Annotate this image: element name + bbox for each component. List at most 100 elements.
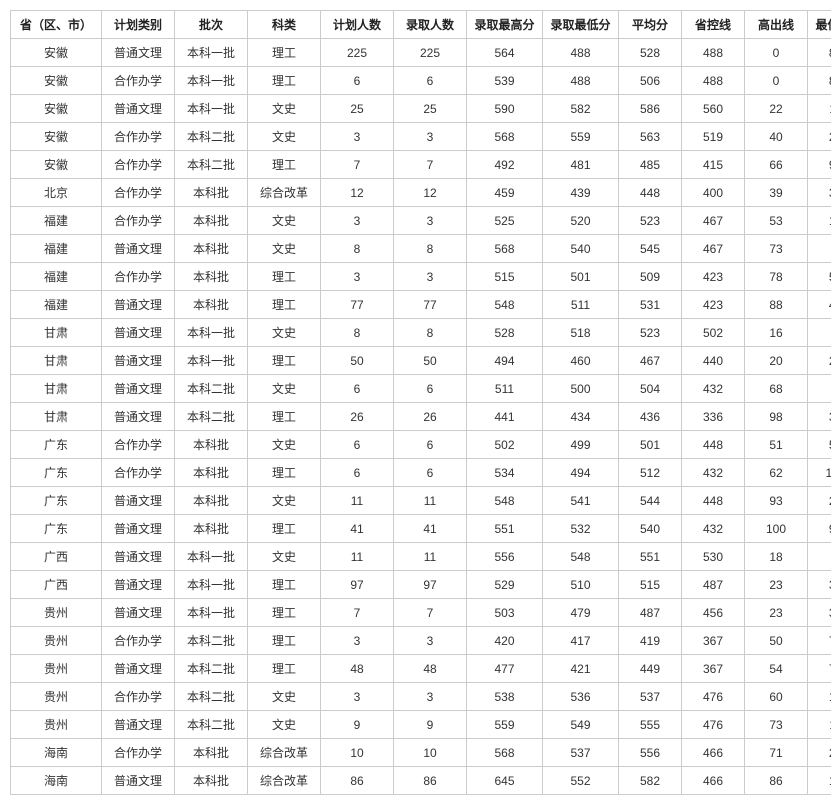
cell-r13-c9: 336	[682, 403, 745, 431]
cell-r19-c9: 487	[682, 571, 745, 599]
cell-r12-c3: 文史	[248, 375, 321, 403]
cell-r12-c9: 432	[682, 375, 745, 403]
cell-r6-c11: 13405	[808, 207, 831, 235]
cell-r4-c9: 415	[682, 151, 745, 179]
cell-r11-c1: 普通文理	[102, 347, 175, 375]
cell-r0-c6: 564	[467, 39, 543, 67]
cell-r20-c0: 贵州	[11, 599, 102, 627]
cell-r7-c8: 545	[619, 235, 682, 263]
cell-r18-c6: 556	[467, 543, 543, 571]
cell-r17-c2: 本科批	[175, 515, 248, 543]
cell-r8-c3: 理工	[248, 263, 321, 291]
cell-r14-c7: 499	[543, 431, 619, 459]
cell-r19-c5: 97	[394, 571, 467, 599]
cell-r10-c3: 文史	[248, 319, 321, 347]
cell-r10-c11: 5370	[808, 319, 831, 347]
col-header-7: 录取最低分	[543, 11, 619, 39]
table-row: 安徽合作办学本科一批理工66539488506488089923	[11, 67, 831, 95]
cell-r18-c0: 广西	[11, 543, 102, 571]
cell-r3-c3: 文史	[248, 123, 321, 151]
table-row: 广东合作办学本科批理工6653449451243262142863	[11, 459, 831, 487]
cell-r9-c3: 理工	[248, 291, 321, 319]
cell-r10-c2: 本科一批	[175, 319, 248, 347]
cell-r17-c11: 91753	[808, 515, 831, 543]
table-row: 北京合作办学本科批综合改革12124594394484003932877	[11, 179, 831, 207]
cell-r10-c5: 8	[394, 319, 467, 347]
cell-r7-c7: 540	[543, 235, 619, 263]
cell-r25-c7: 537	[543, 739, 619, 767]
cell-r17-c3: 理工	[248, 515, 321, 543]
cell-r9-c9: 423	[682, 291, 745, 319]
cell-r22-c4: 48	[321, 655, 394, 683]
cell-r6-c6: 525	[467, 207, 543, 235]
cell-r10-c9: 502	[682, 319, 745, 347]
cell-r24-c7: 549	[543, 711, 619, 739]
cell-r26-c3: 综合改革	[248, 767, 321, 795]
col-header-3: 科类	[248, 11, 321, 39]
cell-r22-c9: 367	[682, 655, 745, 683]
cell-r25-c4: 10	[321, 739, 394, 767]
table-row: 福建普通文理本科批文史88568540545467738923	[11, 235, 831, 263]
cell-r19-c10: 23	[745, 571, 808, 599]
cell-r1-c6: 539	[467, 67, 543, 95]
cell-r13-c1: 普通文理	[102, 403, 175, 431]
cell-r0-c3: 理工	[248, 39, 321, 67]
cell-r3-c10: 40	[745, 123, 808, 151]
cell-r21-c4: 3	[321, 627, 394, 655]
cell-r16-c10: 93	[745, 487, 808, 515]
cell-r21-c3: 理工	[248, 627, 321, 655]
cell-r24-c3: 文史	[248, 711, 321, 739]
cell-r21-c10: 50	[745, 627, 808, 655]
col-header-11: 最低分位次	[808, 11, 831, 39]
cell-r16-c2: 本科批	[175, 487, 248, 515]
cell-r5-c2: 本科批	[175, 179, 248, 207]
cell-r12-c2: 本科二批	[175, 375, 248, 403]
cell-r8-c6: 515	[467, 263, 543, 291]
cell-r11-c11: 26690	[808, 347, 831, 375]
cell-r25-c2: 本科批	[175, 739, 248, 767]
cell-r17-c8: 540	[619, 515, 682, 543]
cell-r12-c4: 6	[321, 375, 394, 403]
cell-r5-c5: 12	[394, 179, 467, 207]
table-row: 贵州普通文理本科二批文史995595495554767311885	[11, 711, 831, 739]
table-row: 甘肃普通文理本科一批文史88528518523502165370	[11, 319, 831, 347]
cell-r5-c1: 合作办学	[102, 179, 175, 207]
cell-r26-c1: 普通文理	[102, 767, 175, 795]
cell-r3-c5: 3	[394, 123, 467, 151]
cell-r10-c4: 8	[321, 319, 394, 347]
cell-r13-c7: 434	[543, 403, 619, 431]
cell-r3-c8: 563	[619, 123, 682, 151]
cell-r18-c9: 530	[682, 543, 745, 571]
cell-r18-c3: 文史	[248, 543, 321, 571]
cell-r1-c5: 6	[394, 67, 467, 95]
cell-r20-c10: 23	[745, 599, 808, 627]
cell-r6-c3: 文史	[248, 207, 321, 235]
cell-r12-c6: 511	[467, 375, 543, 403]
cell-r17-c6: 551	[467, 515, 543, 543]
cell-r15-c10: 62	[745, 459, 808, 487]
cell-r26-c10: 86	[745, 767, 808, 795]
cell-r2-c11: 11697	[808, 95, 831, 123]
cell-r11-c7: 460	[543, 347, 619, 375]
cell-r12-c7: 500	[543, 375, 619, 403]
cell-r16-c5: 11	[394, 487, 467, 515]
cell-r20-c8: 487	[619, 599, 682, 627]
cell-r25-c6: 568	[467, 739, 543, 767]
table-row: 海南合作办学本科批综合改革10105685375564667121815	[11, 739, 831, 767]
cell-r0-c7: 488	[543, 39, 619, 67]
col-header-2: 批次	[175, 11, 248, 39]
cell-r14-c8: 501	[619, 431, 682, 459]
cell-r25-c9: 466	[682, 739, 745, 767]
cell-r16-c11: 23464	[808, 487, 831, 515]
cell-r17-c0: 广东	[11, 515, 102, 543]
cell-r1-c9: 488	[682, 67, 745, 95]
cell-r24-c1: 普通文理	[102, 711, 175, 739]
cell-r9-c7: 511	[543, 291, 619, 319]
cell-r2-c7: 582	[543, 95, 619, 123]
cell-r8-c0: 福建	[11, 263, 102, 291]
cell-r7-c3: 文史	[248, 235, 321, 263]
cell-r4-c5: 7	[394, 151, 467, 179]
cell-r8-c7: 501	[543, 263, 619, 291]
cell-r16-c0: 广东	[11, 487, 102, 515]
cell-r25-c3: 综合改革	[248, 739, 321, 767]
